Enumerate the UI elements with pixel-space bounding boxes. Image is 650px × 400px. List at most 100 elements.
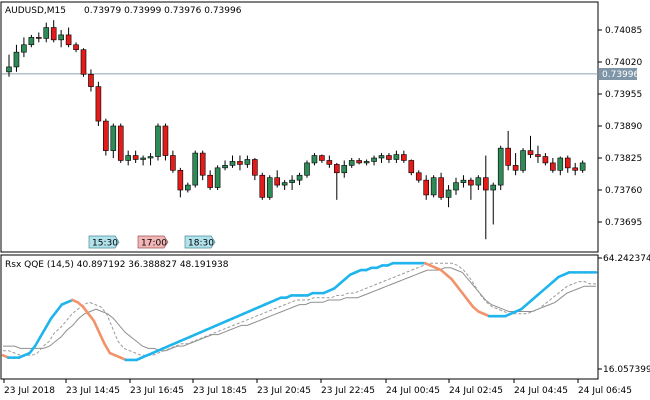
- candle-bear: [252, 159, 258, 176]
- candle-bull: [348, 160, 355, 166]
- session-marker-3-label: 18:30: [188, 239, 214, 249]
- time-axis: 23 Jul 2018 23 Jul 14:45 23 Jul 16:45 23 Ju…: [3, 379, 632, 396]
- session-marker-1[interactable]: 15:30: [88, 235, 120, 249]
- candle-bear: [572, 167, 579, 171]
- candle-bear: [527, 150, 534, 155]
- ohlc-values: 0.73979 0.73999 0.73976 0.73996: [84, 6, 242, 16]
- candle-bull: [430, 177, 437, 196]
- candle-bull: [311, 155, 318, 164]
- candle-bull: [445, 189, 452, 198]
- candle-bear: [438, 177, 444, 198]
- candle-bear: [356, 160, 362, 164]
- indicator-lines: [1, 261, 598, 362]
- indicator-title: Rsx QQE (14,5) 40.897192 36.388827 48.19…: [5, 260, 229, 270]
- time-label: 24 Jul 02:45: [449, 386, 503, 396]
- session-marker-3[interactable]: 18:30: [184, 235, 216, 249]
- candle-bear: [237, 161, 243, 165]
- candle-bear: [177, 170, 184, 191]
- candle-bear: [505, 147, 511, 166]
- candle-bull: [520, 150, 526, 171]
- candle-bear: [95, 86, 102, 122]
- candle-bull: [579, 162, 586, 171]
- candle-bull: [6, 66, 12, 73]
- candle-bull: [110, 125, 117, 151]
- time-label: 23 Jul 20:45: [257, 386, 311, 396]
- rsx-line-segment: [103, 342, 112, 355]
- current-price-label: 0.73996: [602, 70, 639, 80]
- current-price-tag: 0.73996: [599, 68, 639, 80]
- candle-bull: [371, 157, 377, 162]
- time-label: 23 Jul 2018: [4, 386, 55, 396]
- time-label: 24 Jul 00:45: [386, 386, 440, 396]
- candle-bull: [28, 37, 35, 46]
- candle-bull: [140, 157, 146, 160]
- candles-group: [6, 20, 586, 240]
- rsx-line-segment: [44, 317, 53, 329]
- candle-bull: [229, 161, 236, 166]
- candle-bear: [408, 160, 415, 174]
- candle-bear: [88, 74, 94, 87]
- candle-bear: [401, 154, 407, 161]
- candle-bull: [490, 184, 497, 191]
- price-tick-label: 0.73955: [605, 90, 642, 100]
- candle-bull: [341, 165, 348, 174]
- indicator-top-label: 64.242374: [603, 254, 650, 264]
- candle-bull: [214, 167, 221, 188]
- rsx-line-segment: [92, 319, 101, 334]
- candle-bear: [550, 162, 556, 171]
- candle-bear: [415, 172, 422, 181]
- candle-bull: [185, 184, 191, 191]
- candle-bear: [117, 125, 124, 161]
- indicator-bottom-label: 16.057399: [603, 365, 650, 375]
- rsx-line-segment: [55, 303, 64, 313]
- rsx-line-segment: [81, 305, 90, 316]
- rsx-line-segment: [49, 310, 58, 320]
- candle-bull: [13, 51, 20, 68]
- candle-bear: [468, 179, 474, 186]
- candle-bull: [58, 34, 64, 41]
- candle-bear: [162, 125, 169, 156]
- candle-bear: [535, 154, 541, 157]
- candle-bear: [482, 177, 489, 191]
- candle-bear: [103, 120, 109, 151]
- rsx-line-segment: [97, 330, 106, 346]
- candle-bear: [207, 174, 213, 188]
- candle-bear: [274, 177, 281, 186]
- candle-bull: [21, 44, 27, 53]
- session-marker-2-label: 17:00: [141, 239, 167, 249]
- candle-bear: [50, 27, 57, 41]
- candle-bear: [80, 49, 87, 75]
- candle-bear: [65, 34, 72, 46]
- candle-bull: [475, 177, 482, 186]
- price-tick-label: 0.73890: [605, 122, 642, 132]
- session-marker-1-label: 15:30: [92, 239, 118, 249]
- candle-bull: [393, 154, 400, 160]
- time-label: 23 Jul 18:45: [193, 386, 247, 396]
- candle-bear: [259, 174, 266, 198]
- candle-bear: [326, 160, 333, 165]
- candle-bull: [304, 162, 310, 176]
- candle-bull: [147, 156, 154, 159]
- candle-bear: [73, 44, 79, 50]
- session-marker-2[interactable]: 17:00: [137, 235, 169, 249]
- time-label: 24 Jul 06:45: [578, 386, 632, 396]
- candle-bull: [155, 125, 161, 157]
- candle-bull: [281, 182, 288, 186]
- candle-bull: [289, 179, 295, 183]
- candle-bear: [564, 157, 571, 169]
- candle-bear: [132, 155, 139, 160]
- main-panel-frame: [0, 1, 599, 253]
- candle-bear: [423, 179, 430, 196]
- qqe-fast-line: [3, 262, 596, 356]
- symbol-title: AUDUSD,M15: [5, 6, 66, 16]
- candle-bull: [266, 177, 273, 198]
- rsx-line-segment: [450, 277, 459, 288]
- candle-bull: [453, 182, 459, 191]
- rsx-line-segment: [466, 298, 475, 309]
- rsx-line-segment: [461, 291, 470, 302]
- rsx-line-segment: [455, 284, 464, 295]
- candle-bull: [557, 157, 564, 171]
- qqe-slow-line: [3, 267, 596, 352]
- rsx-line-segment: [28, 344, 37, 355]
